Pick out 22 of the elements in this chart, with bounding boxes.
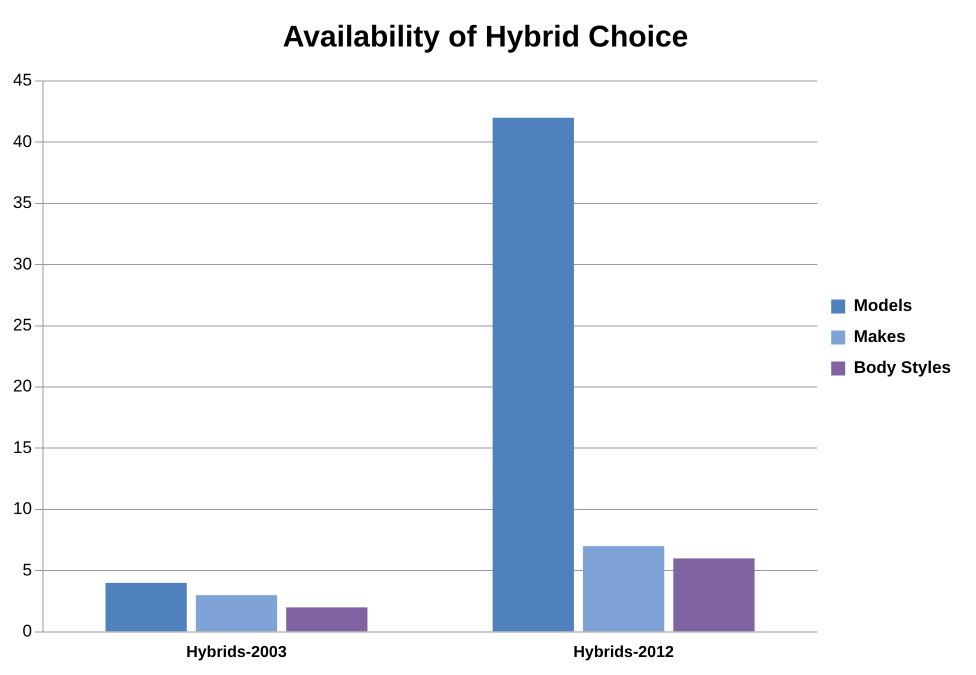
y-tick-label: 25 — [12, 315, 32, 334]
x-tick-label: Hybrids-2003 — [186, 644, 287, 661]
bar — [196, 595, 278, 632]
y-tick-label: 20 — [12, 376, 32, 396]
legend-label: Body Styles — [854, 358, 951, 378]
y-tick-label: 15 — [12, 438, 32, 457]
y-tick-label: 30 — [12, 254, 32, 274]
bar — [582, 546, 664, 632]
chart-title: Availability of Hybrid Choice — [282, 20, 688, 54]
bar — [286, 607, 368, 632]
bar — [492, 118, 574, 632]
x-tick-label: Hybrids-2012 — [573, 644, 674, 661]
legend-label: Makes — [854, 327, 906, 346]
y-tick-label: 45 — [12, 70, 32, 90]
bar — [673, 558, 755, 632]
y-tick-label: 10 — [12, 499, 32, 518]
y-tick-label: 5 — [22, 560, 32, 580]
bar — [105, 582, 187, 632]
y-tick-label: 40 — [12, 132, 32, 151]
legend-label: Models — [854, 296, 912, 316]
y-tick-label: 0 — [22, 621, 32, 640]
y-tick-label: 35 — [12, 193, 32, 212]
